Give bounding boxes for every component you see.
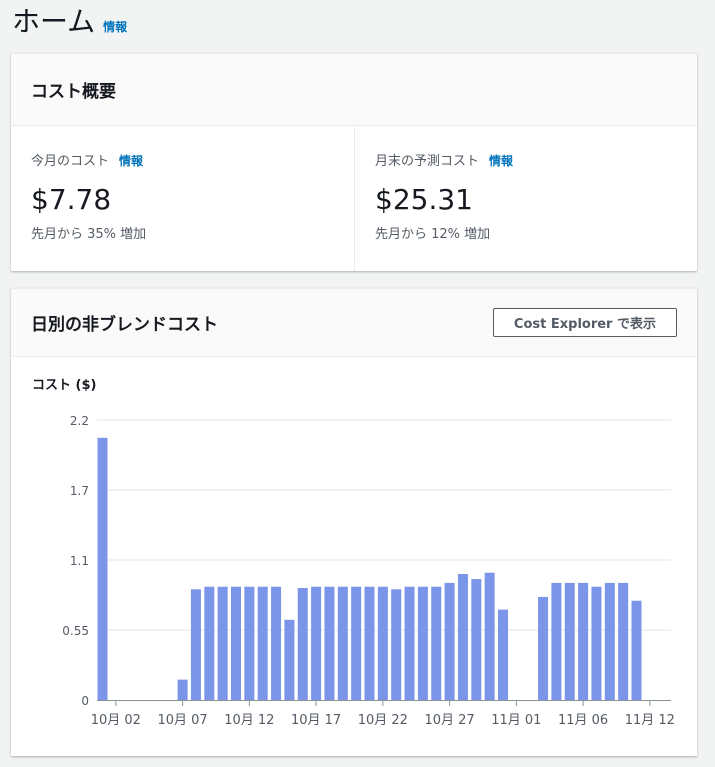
- forecast-info-link[interactable]: 情報: [489, 154, 514, 168]
- cost-summary-card: コスト概要 今月のコスト 情報 $7.78 先月から 35% 増加 月末の予測コ…: [11, 53, 697, 271]
- current-month-info-link[interactable]: 情報: [119, 154, 144, 168]
- bar[interactable]: [297, 588, 308, 700]
- cost-explorer-button[interactable]: Cost Explorer で表示: [492, 308, 677, 337]
- x-tick-label: 11月 12: [625, 713, 675, 728]
- current-month-change: 先月から 35% 増加: [31, 227, 147, 242]
- bar[interactable]: [578, 582, 589, 700]
- x-tick-label: 10月 27: [424, 713, 474, 728]
- bar[interactable]: [284, 619, 295, 700]
- bar[interactable]: [190, 589, 201, 700]
- x-tick-label: 10月 02: [91, 713, 141, 728]
- bar[interactable]: [457, 574, 468, 700]
- y-tick-label: 0: [81, 694, 89, 708]
- bar[interactable]: [417, 586, 428, 700]
- bar[interactable]: [538, 596, 549, 700]
- forecast-label: 月末の予測コスト: [375, 154, 480, 169]
- current-month-value: $7.78: [31, 183, 112, 216]
- bar[interactable]: [351, 586, 362, 700]
- chart-y-axis-title: コスト ($): [32, 378, 97, 393]
- bar[interactable]: [177, 679, 188, 700]
- x-tick-label: 10月 22: [358, 713, 408, 728]
- cost-summary-title: コスト概要: [31, 82, 116, 102]
- x-tick-label: 10月 17: [291, 713, 341, 728]
- cost-summary-header: コスト概要: [11, 54, 697, 126]
- x-tick-label: 11月 06: [558, 713, 608, 728]
- page-header: ホーム 情報: [12, 2, 127, 42]
- bar[interactable]: [204, 586, 215, 700]
- bar[interactable]: [391, 589, 402, 700]
- forecast-label-row: 月末の予測コスト 情報: [375, 150, 677, 169]
- bar[interactable]: [631, 600, 642, 700]
- cost-summary-body: 今月のコスト 情報 $7.78 先月から 35% 増加 月末の予測コスト 情報 …: [11, 126, 697, 271]
- bar[interactable]: [551, 582, 562, 700]
- page-info-link[interactable]: 情報: [103, 20, 128, 34]
- current-month-label-row: 今月のコスト 情報: [31, 150, 334, 169]
- bar[interactable]: [244, 586, 255, 700]
- y-tick-label: 0.55: [62, 624, 89, 638]
- bar[interactable]: [591, 586, 602, 700]
- page-title: ホーム: [12, 5, 96, 38]
- bar[interactable]: [404, 586, 415, 700]
- bar[interactable]: [618, 582, 629, 700]
- bar[interactable]: [444, 582, 455, 700]
- bar[interactable]: [471, 579, 482, 700]
- x-tick-label: 10月 12: [224, 713, 274, 728]
- daily-cost-header: 日別の非ブレンドコスト Cost Explorer で表示: [11, 289, 697, 357]
- bar[interactable]: [377, 586, 388, 700]
- daily-cost-card: 日別の非ブレンドコスト Cost Explorer で表示 コスト ($) 2.…: [11, 288, 697, 756]
- bar[interactable]: [484, 572, 495, 700]
- current-month-cost: 今月のコスト 情報 $7.78 先月から 35% 増加: [11, 126, 354, 271]
- y-tick-label: 1.7: [70, 484, 89, 498]
- bar[interactable]: [257, 586, 268, 700]
- y-tick-label: 1.1: [70, 554, 89, 568]
- bar[interactable]: [364, 586, 375, 700]
- bar[interactable]: [97, 437, 108, 700]
- bar[interactable]: [564, 582, 575, 700]
- daily-cost-chart: コスト ($) 2.2 1.7 1.1 0.55 0 10月 02 10月 07 10月 1…: [11, 357, 697, 761]
- x-tick-label: 11月 01: [491, 713, 541, 728]
- bar[interactable]: [217, 586, 228, 700]
- bar[interactable]: [431, 586, 442, 700]
- bar[interactable]: [231, 586, 241, 700]
- daily-cost-title: 日別の非ブレンドコスト: [31, 315, 218, 335]
- bar[interactable]: [604, 582, 615, 700]
- x-tick-label: 10月 07: [157, 713, 207, 728]
- bar[interactable]: [337, 586, 348, 700]
- bar[interactable]: [498, 609, 508, 700]
- forecast-change: 先月から 12% 増加: [375, 227, 491, 242]
- forecast-value: $25.31: [375, 183, 473, 216]
- current-month-label: 今月のコスト: [31, 154, 110, 169]
- forecast-cost: 月末の予測コスト 情報 $25.31 先月から 12% 増加: [354, 126, 697, 271]
- y-tick-label: 2.2: [70, 414, 89, 428]
- chart-svg: 2.2 1.7 1.1 0.55 0 10月 02 10月 07 10月 12 10月 17 1…: [62, 414, 675, 728]
- bar[interactable]: [324, 586, 335, 700]
- bar[interactable]: [311, 586, 322, 700]
- bar[interactable]: [271, 586, 282, 700]
